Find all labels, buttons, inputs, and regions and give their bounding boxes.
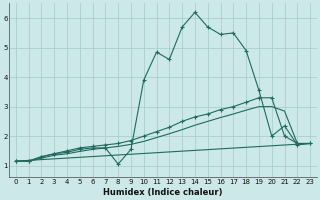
X-axis label: Humidex (Indice chaleur): Humidex (Indice chaleur)	[103, 188, 223, 197]
